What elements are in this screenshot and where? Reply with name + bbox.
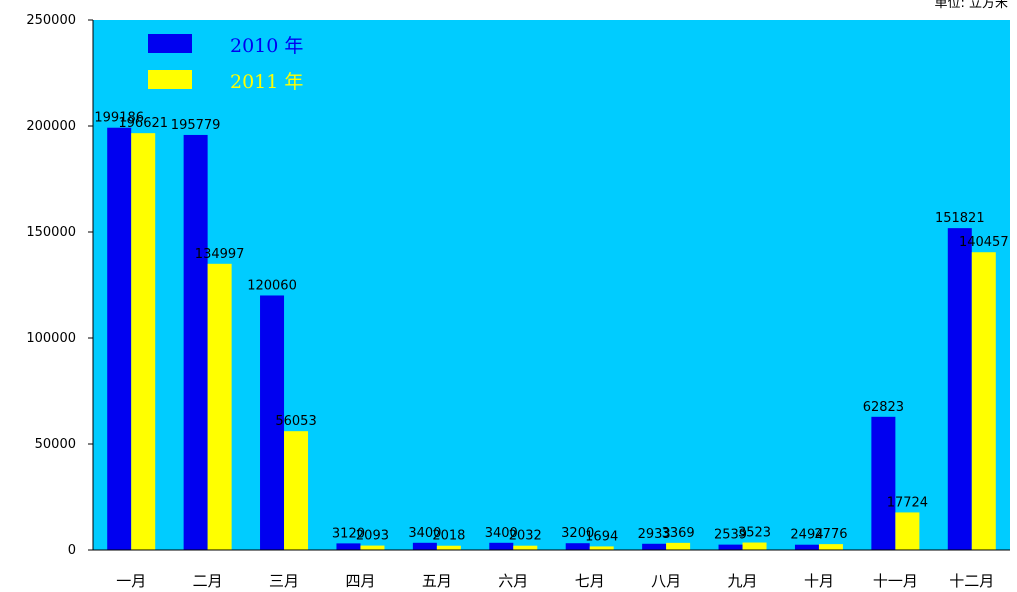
bar-2011 [207, 263, 232, 550]
bar-2011 [513, 545, 538, 550]
y-tick-label: 250000 [26, 13, 76, 28]
legend-label-2011: 2011 年 [230, 71, 303, 93]
x-tick-label: 八月 [651, 572, 681, 590]
data-label: 140457 [959, 235, 1009, 250]
x-tick-label: 十二月 [949, 572, 994, 590]
bar-2010 [871, 416, 896, 550]
bar-2011 [971, 252, 996, 551]
bar-2011 [666, 542, 691, 550]
y-tick-label: 150000 [26, 225, 76, 240]
bar-2010 [412, 542, 437, 550]
bar-2010 [336, 543, 361, 550]
legend-swatch-2010 [148, 34, 192, 53]
x-tick-label: 六月 [498, 572, 528, 590]
unit-label: 单位: 立方米 [934, 0, 1008, 11]
bar-2011 [284, 431, 309, 550]
x-tick-label: 五月 [422, 572, 452, 590]
data-label: 62823 [863, 400, 904, 415]
bar-2011 [818, 544, 843, 550]
data-label: 2018 [432, 529, 465, 544]
data-label: 17724 [887, 495, 928, 510]
legend-swatch-2011 [148, 70, 192, 89]
bar-2010 [794, 544, 819, 550]
data-label: 2776 [814, 527, 847, 542]
x-tick-label: 十月 [804, 572, 834, 590]
data-label: 196621 [118, 116, 168, 131]
data-label: 3523 [738, 526, 771, 541]
data-label: 3400 [408, 526, 441, 541]
data-label: 2933 [638, 527, 671, 542]
x-tick-label: 九月 [728, 572, 758, 590]
bar-2010 [183, 134, 208, 550]
legend-label-2010: 2010 年 [230, 35, 303, 57]
bar-2010 [565, 543, 590, 550]
x-tick-label: 三月 [269, 572, 299, 590]
data-label: 120060 [247, 278, 297, 293]
bar-2010 [260, 295, 285, 550]
data-label: 2032 [509, 529, 542, 544]
x-tick-label: 二月 [193, 572, 223, 590]
data-label: 3120 [332, 526, 365, 541]
x-tick-label: 七月 [575, 572, 605, 590]
data-label: 2539 [714, 528, 747, 543]
data-label: 3400 [485, 526, 518, 541]
x-tick-label: 一月 [116, 572, 146, 590]
legend: 2010 年 2011 年 [148, 34, 303, 93]
data-label: 3200 [561, 526, 594, 541]
bar-2010 [718, 544, 743, 550]
data-label: 195779 [171, 118, 221, 133]
x-tick-label: 四月 [345, 572, 375, 590]
bar-2011 [131, 133, 156, 550]
data-label: 56053 [275, 414, 316, 429]
data-label: 199186 [94, 111, 144, 126]
data-label: 151821 [935, 211, 985, 226]
bar-2010 [107, 127, 132, 550]
bar-2011 [360, 545, 385, 550]
bar-2010 [642, 543, 667, 550]
data-label: 2494 [790, 528, 823, 543]
bar-2011 [742, 542, 767, 550]
bar-2011 [589, 546, 614, 550]
y-tick-label: 0 [68, 543, 76, 558]
plot-area-background [93, 20, 1010, 550]
data-label: 1694 [585, 529, 618, 544]
bar-2010 [489, 542, 514, 550]
y-tick-label: 100000 [26, 331, 76, 346]
data-label: 2093 [356, 529, 389, 544]
data-label: 134997 [195, 247, 245, 262]
y-axis: 0 50000 100000 150000 200000 250000 [26, 13, 94, 558]
x-axis: 一月 二月 三月 四月 五月 六月 七月 八月 九月 十月 十一月 十二月 [93, 549, 1010, 590]
bar-2011 [436, 545, 461, 550]
y-tick-label: 200000 [26, 119, 76, 134]
bar-2011 [895, 512, 920, 550]
y-tick-label: 50000 [35, 437, 76, 452]
x-tick-label: 十一月 [873, 572, 918, 590]
bars [107, 127, 996, 551]
data-label: 3369 [662, 526, 695, 541]
bar-2010 [947, 228, 972, 551]
